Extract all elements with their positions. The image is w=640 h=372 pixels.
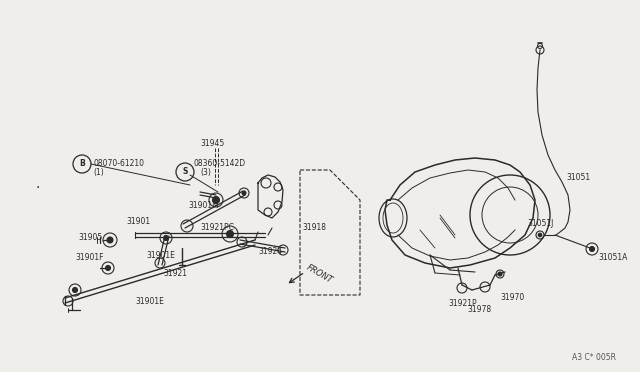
Circle shape: [242, 191, 246, 195]
Text: 31905: 31905: [78, 234, 102, 243]
Text: 08070-61210: 08070-61210: [93, 158, 144, 167]
Text: 31901: 31901: [126, 217, 150, 225]
Text: 31918: 31918: [302, 222, 326, 231]
Text: 31978: 31978: [467, 305, 491, 314]
Text: 31921: 31921: [163, 269, 187, 279]
Text: 31921P: 31921P: [448, 298, 477, 308]
Circle shape: [106, 266, 111, 270]
Circle shape: [163, 235, 168, 241]
Text: 08360-5142D: 08360-5142D: [194, 160, 246, 169]
Circle shape: [538, 233, 542, 237]
Text: 31945: 31945: [200, 138, 224, 148]
Circle shape: [107, 237, 113, 243]
Text: ·: ·: [36, 181, 40, 195]
Text: 31924: 31924: [258, 247, 282, 257]
Text: 31901E: 31901E: [135, 298, 164, 307]
Text: FRONT: FRONT: [305, 263, 334, 285]
Text: 31051: 31051: [566, 173, 590, 183]
Text: 31051A: 31051A: [598, 253, 627, 263]
Text: 31051J: 31051J: [527, 219, 554, 228]
Text: (1): (1): [93, 167, 104, 176]
Text: 31921PC: 31921PC: [200, 222, 234, 231]
Circle shape: [589, 247, 595, 251]
Circle shape: [72, 288, 77, 292]
Text: 31901F: 31901F: [75, 253, 104, 263]
Text: 31901M: 31901M: [188, 201, 219, 209]
Text: A3 C* 005R: A3 C* 005R: [572, 353, 616, 362]
Text: 31970: 31970: [500, 294, 524, 302]
Circle shape: [227, 231, 234, 237]
Text: S: S: [182, 167, 188, 176]
Text: B: B: [79, 160, 85, 169]
Text: 31901E: 31901E: [146, 250, 175, 260]
Circle shape: [498, 272, 502, 276]
Text: (3): (3): [200, 169, 211, 177]
Circle shape: [212, 196, 220, 203]
